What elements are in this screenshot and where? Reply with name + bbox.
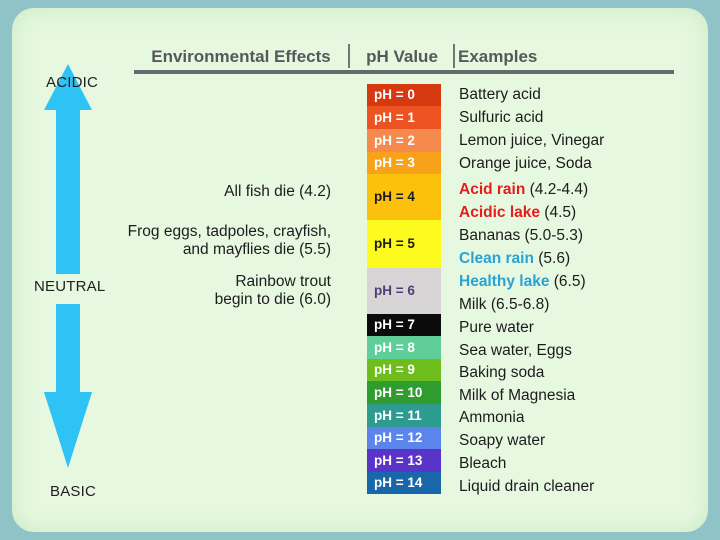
example-item: Clean rain (5.6) [459,250,570,268]
header-rule [134,70,674,74]
example-text: Liquid drain cleaner [459,478,595,495]
ph-cell-label: pH = 3 [374,155,415,170]
ph-cell-label: pH = 9 [374,362,415,377]
ph-cell-label: pH = 12 [374,430,423,445]
arrow-shaft-lower [56,304,80,394]
ph-cell: pH = 5 [367,220,441,268]
down-arrow-head [44,392,92,468]
example-item: Baking soda [459,364,544,382]
example-item: Acidic lake (4.5) [459,204,576,222]
ph-cell: pH = 14 [367,472,441,494]
example-text: Bananas (5.0-5.3) [459,227,584,244]
example-text: Milk (6.5-6.8) [459,296,550,313]
header-environmental-effects: Environmental Effects [151,47,331,66]
up-arrow-head [44,64,92,156]
ph-cell: pH = 8 [367,336,441,359]
header-separator [453,44,455,68]
example-item: Acid rain (4.2-4.4) [459,181,588,199]
example-item: Milk of Magnesia [459,387,575,405]
effect-text: Frog eggs, tadpoles, crayfish, [127,223,331,240]
ph-scale-panel: Environmental Effects pH Value Examples … [12,8,708,532]
example-text: Acidic lake [459,204,540,221]
ph-cell-label: pH = 8 [374,340,415,355]
example-item: Lemon juice, Vinegar [459,132,604,150]
acidic-label: ACIDIC [46,74,99,91]
basic-label: BASIC [50,483,97,500]
effect-text: and mayflies die (5.5) [182,241,331,258]
ph-cell: pH = 11 [367,404,441,427]
example-text: Sea water, Eggs [459,342,572,359]
example-text: Ammonia [459,409,525,426]
example-item: Liquid drain cleaner [459,478,594,496]
ph-cell: pH = 13 [367,449,441,472]
ph-cell: pH = 0 [367,84,441,106]
ph-cell-label: pH = 5 [374,236,415,251]
example-text: Healthy lake [459,273,550,290]
example-item: Bananas (5.0-5.3) [459,227,583,245]
example-text: Bleach [459,455,507,472]
example-item: Sulfuric acid [459,109,543,127]
ph-cell: pH = 4 [367,174,441,220]
arrow-shaft-upper [56,154,80,274]
example-text: (5.6) [533,250,571,267]
example-text: (4.5) [540,204,577,221]
example-text: Soapy water [459,432,546,449]
example-item: Soapy water [459,432,545,450]
ph-cell: pH = 9 [367,359,441,381]
example-text: Acid rain [459,181,526,198]
ph-cell: pH = 1 [367,106,441,129]
example-item: Milk (6.5-6.8) [459,296,549,314]
example-text: Clean rain [459,250,534,267]
effect-text: begin to die (6.0) [214,291,331,308]
header-examples: Examples [458,47,538,66]
example-text: Milk of Magnesia [459,387,576,404]
ph-cell: pH = 10 [367,381,441,404]
example-item: Bleach [459,455,506,473]
header-separator [348,44,350,68]
ph-cell-label: pH = 13 [374,453,423,468]
example-text: Orange juice, Soda [459,155,592,172]
ph-cell-label: pH = 1 [374,110,415,125]
effect-text: All fish die (4.2) [224,183,331,200]
example-text: Sulfuric acid [459,109,544,126]
ph-cell: pH = 7 [367,314,441,336]
ph-cell-label: pH = 2 [374,133,415,148]
ph-cell-label: pH = 14 [374,475,423,490]
ph-cell-label: pH = 6 [374,283,415,298]
ph-cell-label: pH = 10 [374,385,423,400]
ph-cell: pH = 6 [367,268,441,314]
ph-cell-label: pH = 0 [374,87,415,102]
example-item: Battery acid [459,86,541,104]
example-text: (4.2-4.4) [525,181,589,198]
ph-cell-label: pH = 7 [374,317,415,332]
ph-cell: pH = 3 [367,152,441,174]
example-item: Ammonia [459,409,524,427]
neutral-label: NEUTRAL [34,278,106,295]
example-text: Lemon juice, Vinegar [459,132,605,149]
effect-text: Rainbow trout [235,273,331,290]
acid-base-arrow-icon [44,64,92,468]
example-text: Baking soda [459,364,545,381]
ph-cell-label: pH = 4 [374,189,415,204]
ph-cell-label: pH = 11 [374,408,422,423]
example-item: Pure water [459,319,534,337]
example-item: Sea water, Eggs [459,342,572,360]
example-text: Battery acid [459,86,541,103]
ph-cell: pH = 12 [367,427,441,449]
header-ph-value: pH Value [366,47,438,66]
example-text: (6.5) [549,273,586,290]
ph-cell: pH = 2 [367,129,441,152]
example-text: Pure water [459,319,534,336]
example-item: Healthy lake (6.5) [459,273,586,291]
example-item: Orange juice, Soda [459,155,592,173]
